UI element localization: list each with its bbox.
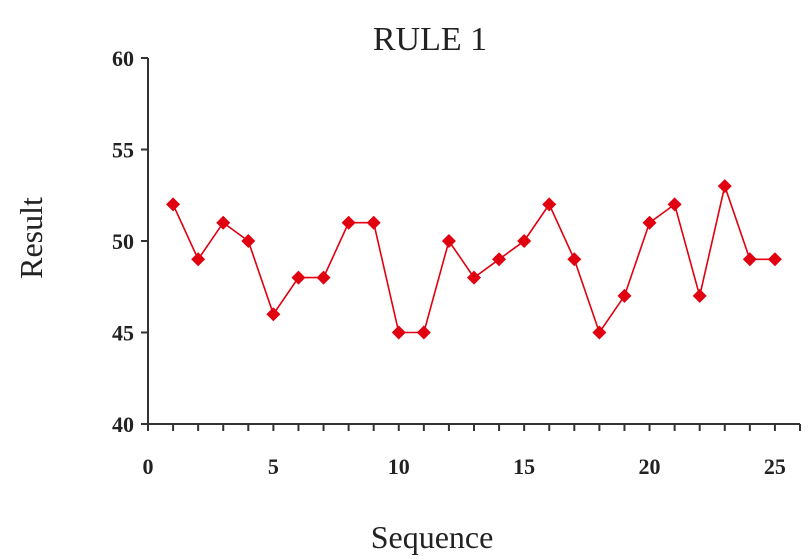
data-point	[692, 288, 707, 303]
data-point	[216, 215, 231, 230]
x-tick-label: 25	[764, 454, 786, 479]
data-point	[291, 270, 306, 285]
data-point	[241, 234, 256, 248]
x-tick-label: 10	[388, 454, 410, 479]
data-point	[742, 252, 757, 267]
y-axis-label: Result	[13, 197, 49, 279]
y-tick-label: 50	[112, 229, 134, 254]
data-point	[366, 215, 381, 230]
data-point	[767, 252, 782, 267]
data-point	[416, 325, 431, 340]
data-point	[667, 197, 682, 212]
data-point	[492, 252, 507, 267]
data-point	[717, 179, 732, 194]
x-tick-label: 20	[639, 454, 661, 479]
data-point	[567, 252, 582, 267]
data-point	[316, 270, 331, 285]
data-point	[266, 307, 281, 322]
data-point	[517, 234, 532, 248]
data-point	[592, 325, 607, 340]
y-tick-label: 45	[112, 321, 134, 346]
data-point	[166, 197, 181, 212]
chart-title: RULE 1	[373, 21, 487, 58]
series-line	[172, 183, 775, 335]
data-point	[642, 215, 657, 230]
x-axis-ticks: 0 5 10 15 20 25	[143, 424, 801, 479]
y-axis-ticks: 40 45 50 55 60	[112, 46, 148, 437]
x-axis-label: Sequence	[371, 519, 494, 555]
x-tick-label: 5	[268, 454, 279, 479]
data-point	[467, 270, 481, 285]
data-point	[542, 197, 557, 212]
y-tick-label: 40	[112, 412, 134, 437]
x-tick-label: 0	[143, 454, 154, 479]
data-point	[617, 288, 632, 303]
data-point	[391, 325, 406, 340]
y-tick-label: 60	[112, 46, 134, 71]
data-point	[341, 215, 356, 230]
data-point	[191, 252, 206, 267]
data-point	[441, 234, 456, 248]
y-tick-label: 55	[112, 138, 134, 163]
x-tick-label: 15	[513, 454, 535, 479]
series-group	[166, 179, 782, 340]
